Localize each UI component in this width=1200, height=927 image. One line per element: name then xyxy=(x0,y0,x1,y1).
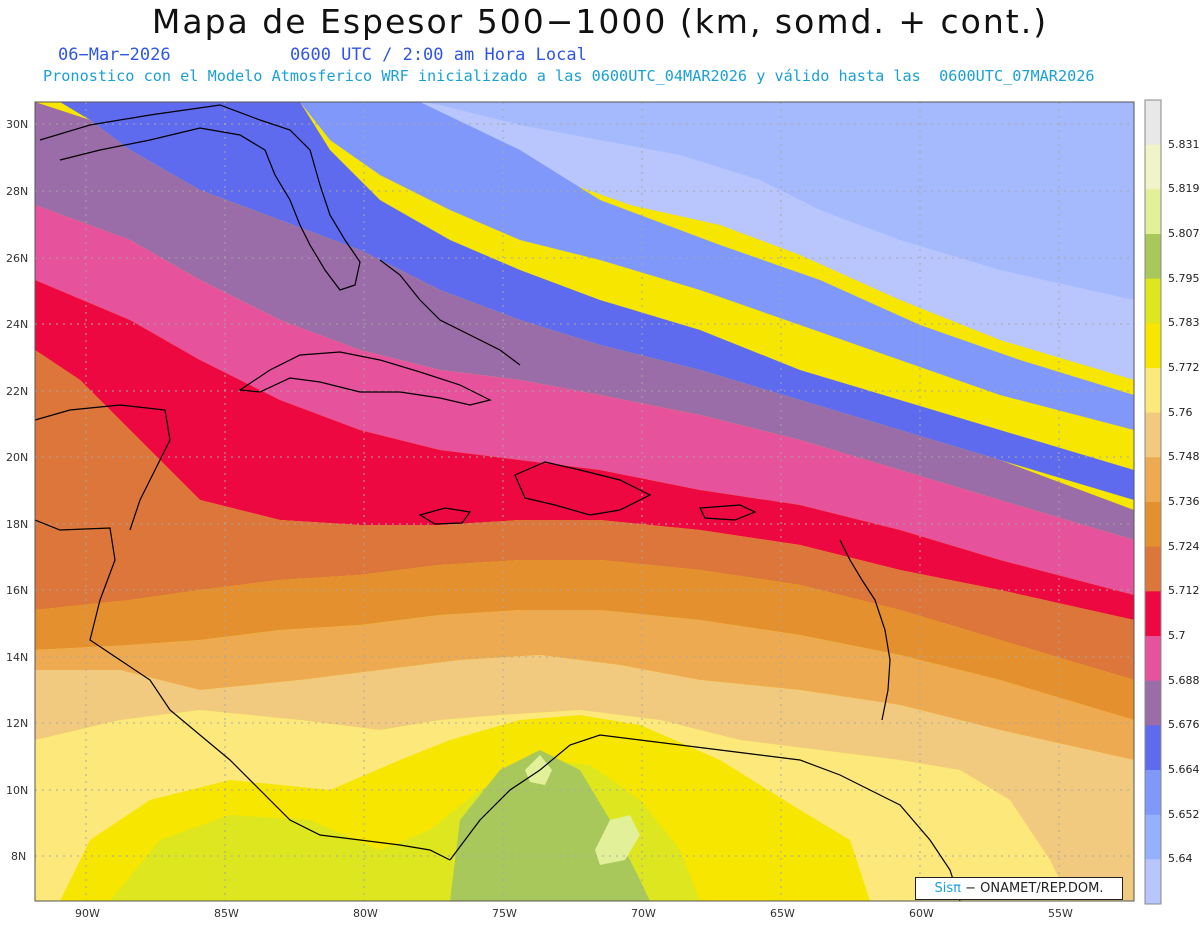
colorbar-cell xyxy=(1145,770,1161,816)
colorbar-label: 5.7 xyxy=(1168,629,1186,642)
colorbar-label: 5.772 xyxy=(1168,361,1200,374)
colorbar-label: 5.831 xyxy=(1168,137,1200,151)
lat-label: 16N xyxy=(6,584,28,597)
band-5.7 xyxy=(35,280,1134,620)
jamaica-coast xyxy=(418,507,472,525)
band-5.712 xyxy=(35,350,1134,680)
colorbar-label: 5.664 xyxy=(1168,763,1200,776)
central-america-coast xyxy=(35,519,451,861)
colorbar-cell xyxy=(1145,144,1161,190)
lon-label: 85W xyxy=(214,907,239,920)
colorbar-label: 5.795 xyxy=(1168,271,1200,285)
brand-logo: Sisπ xyxy=(934,881,961,896)
colorbar-label: 5.748 xyxy=(1168,450,1200,464)
lon-label: 75W xyxy=(492,907,517,920)
date-label: 06−Mar−2026 xyxy=(58,45,171,65)
lat-lon-grid xyxy=(35,102,1134,901)
colorbar-cell xyxy=(1145,100,1161,146)
colorbar-cell xyxy=(1145,859,1161,905)
yucatan-coast xyxy=(35,404,171,531)
colorbar-label: 5.676 xyxy=(1168,718,1200,732)
colorbar-cell xyxy=(1145,636,1161,682)
colorbar-frame xyxy=(1144,99,1162,905)
colorbar-label: 5.807 xyxy=(1168,227,1200,240)
lon-labels: 90W 85W 80W 75W 70W 65W 60W 55W xyxy=(75,907,1073,920)
lat-label: 10N xyxy=(6,784,28,797)
coastlines xyxy=(35,104,961,901)
lat-label: 18N xyxy=(6,518,28,531)
lat-label: 24N xyxy=(6,318,28,331)
colorbar-cell xyxy=(1145,234,1161,280)
colorbar-cell xyxy=(1145,591,1161,637)
hispaniola-coast xyxy=(514,461,652,516)
colorbar-label: 5.76 xyxy=(1168,405,1193,419)
forecast-label: Pronostico con el Modelo Atmosferico WRF… xyxy=(43,67,1095,85)
south-america-coast xyxy=(449,734,961,901)
lat-label: 14N xyxy=(6,651,28,664)
lat-label: 22N xyxy=(6,385,28,398)
bahamas-coast xyxy=(379,259,521,366)
colorbar-label: 5.724 xyxy=(1168,539,1200,553)
lat-label: 28N xyxy=(6,185,28,198)
lon-label: 65W xyxy=(770,907,795,920)
band-5.652b xyxy=(200,102,1134,430)
colorbar-cell xyxy=(1145,680,1161,726)
colorbar-label: 5.652 xyxy=(1168,807,1200,821)
lat-label: 26N xyxy=(6,252,28,265)
map-frame xyxy=(34,101,1135,902)
band-5.807 xyxy=(525,755,640,865)
lat-labels: 30N 28N 26N 24N 22N 20N 18N 16N 14N 12N … xyxy=(6,118,28,863)
colorbar xyxy=(1144,99,1162,905)
band-5.676 xyxy=(35,102,1134,540)
colorbar-cell xyxy=(1145,457,1161,503)
florida-coast xyxy=(39,104,361,291)
colorbar-cell xyxy=(1145,412,1161,458)
colorbar-cell xyxy=(1145,814,1161,860)
lat-label: 20N xyxy=(6,451,28,464)
colorbar-label: 5.783 xyxy=(1168,316,1200,330)
band-5.688 xyxy=(35,205,1134,595)
time-label: 0600 UTC / 2:00 am Hora Local xyxy=(290,45,587,65)
credit-text: − ONAMET/REP.DOM. xyxy=(965,881,1104,896)
colorbar-cell xyxy=(1145,546,1161,592)
colorbar-cell xyxy=(1145,278,1161,324)
credit-badge: Sisπ − ONAMET/REP.DOM. xyxy=(915,877,1123,900)
band-5.664 xyxy=(60,102,1134,500)
colorbar-label: 5.819 xyxy=(1168,182,1200,196)
page-title: Mapa de Espesor 500−1000 (km, somd. + co… xyxy=(151,2,1049,41)
band-5.724 xyxy=(35,560,1134,720)
lon-label: 80W xyxy=(353,907,378,920)
lat-label: 8N xyxy=(11,850,26,863)
lon-label: 55W xyxy=(1048,907,1073,920)
antilles-coast xyxy=(839,539,891,721)
colorbar-cell xyxy=(1145,725,1161,771)
colorbar-label: 5.688 xyxy=(1168,673,1200,687)
colorbar-cell xyxy=(1145,189,1161,235)
lon-label: 90W xyxy=(75,907,100,920)
lon-label: 60W xyxy=(909,907,934,920)
lon-label: 70W xyxy=(631,907,656,920)
lat-label: 30N xyxy=(6,118,28,131)
thickness-fill xyxy=(35,102,1134,901)
lat-label: 12N xyxy=(6,717,28,730)
colorbar-cell xyxy=(1145,502,1161,548)
puerto-rico-coast xyxy=(699,504,757,521)
colorbar-cell xyxy=(1145,323,1161,369)
colorbar-label: 5.64 xyxy=(1168,852,1193,866)
cuba-coast xyxy=(238,351,492,406)
colorbar-label: 5.712 xyxy=(1168,584,1200,598)
colorbar-label: 5.736 xyxy=(1168,495,1200,508)
band-5.652 xyxy=(420,102,1134,300)
band-5.748 xyxy=(35,655,1134,901)
colorbar-cell xyxy=(1145,368,1161,414)
band-5.736 xyxy=(35,610,1134,760)
